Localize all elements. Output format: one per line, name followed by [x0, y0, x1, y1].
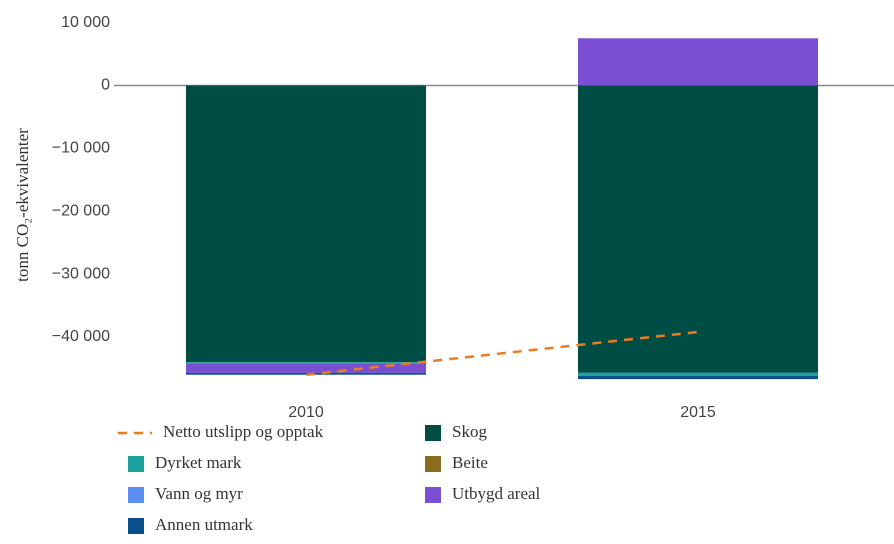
- legend-swatch: [425, 487, 441, 503]
- legend-swatch: [128, 456, 144, 472]
- bar-segment: [578, 375, 818, 380]
- bar-segment: [186, 364, 426, 373]
- legend-label: Vann og myr: [155, 484, 243, 503]
- y-tick-label: −40 000: [52, 328, 110, 345]
- y-tick-label: 10 000: [61, 14, 110, 31]
- bar-segment: [186, 85, 426, 363]
- x-tick-label: 2010: [288, 404, 324, 421]
- legend-label: Utbygd areal: [452, 484, 541, 503]
- legend-swatch: [128, 487, 144, 503]
- bar-segment: [578, 38, 818, 86]
- legend-swatch: [425, 456, 441, 472]
- y-tick-label: −10 000: [52, 140, 110, 157]
- legend-swatch: [425, 425, 441, 441]
- legend-label: Netto utslipp og opptak: [163, 422, 324, 441]
- y-tick-label: −30 000: [52, 265, 110, 282]
- x-tick-label: 2015: [680, 404, 716, 421]
- legend-label: Dyrket mark: [155, 453, 242, 472]
- net-line: [305, 330, 699, 376]
- bar-segment: [578, 372, 818, 376]
- bar-segment: [186, 362, 426, 365]
- y-tick-label: 0: [101, 77, 110, 94]
- legend-label: Annen utmark: [155, 515, 253, 534]
- legend-swatch: [128, 518, 144, 534]
- y-axis-label: tonn CO₂-ekvivalenter: [13, 128, 32, 282]
- bar-segment: [578, 85, 818, 373]
- legend-label: Beite: [452, 453, 488, 472]
- y-tick-label: −20 000: [52, 202, 110, 219]
- legend-label: Skog: [452, 422, 487, 441]
